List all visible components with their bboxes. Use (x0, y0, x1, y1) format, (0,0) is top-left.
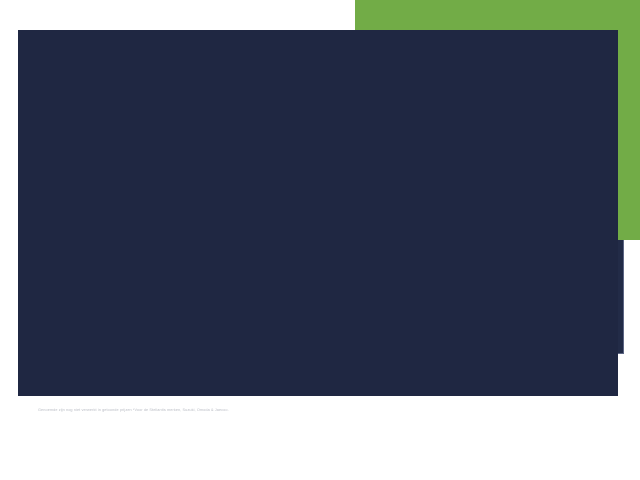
footnote-text: Genoemde zijn nog niet verwerkt in getoo… (38, 408, 229, 412)
afleverpakketten-panel (18, 30, 618, 396)
